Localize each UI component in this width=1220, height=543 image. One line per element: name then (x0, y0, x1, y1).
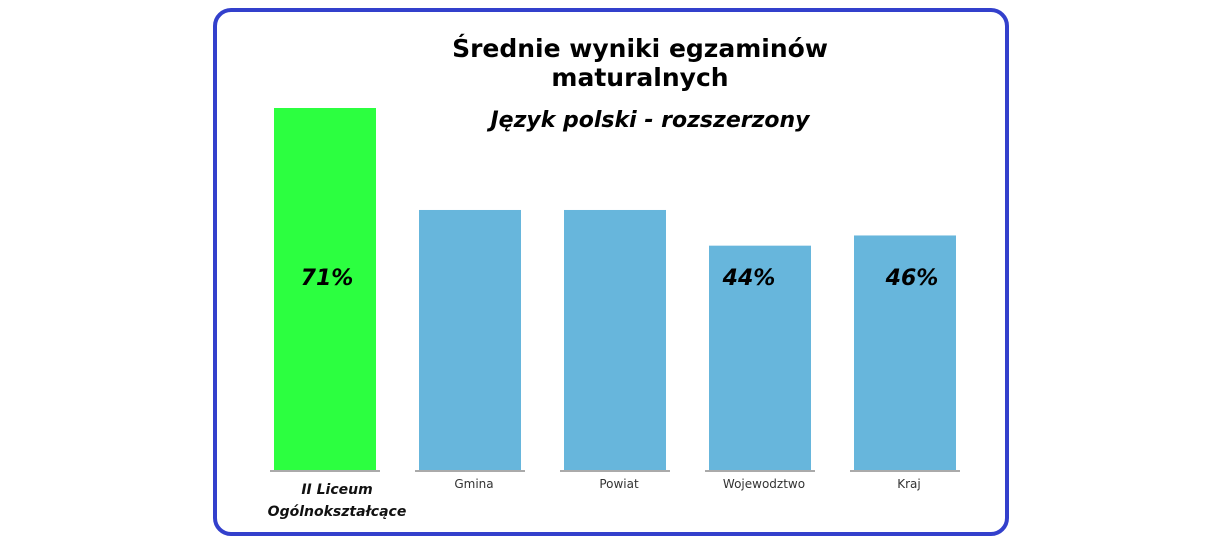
bar-5 (854, 235, 956, 470)
bar-4 (709, 245, 811, 470)
category-label: Kraj (897, 477, 921, 491)
bar-3 (564, 209, 666, 470)
bar-1 (274, 108, 376, 470)
category-label: Wojewodztwo (723, 477, 805, 491)
data-label: 46% (885, 266, 939, 291)
data-label: 44% (722, 266, 776, 291)
data-label: 71% (301, 266, 354, 291)
chart-title: Średnie wyniki egzaminów maturalnych (452, 34, 828, 92)
category-label: Gmina (454, 477, 493, 491)
category-label: Powiat (599, 477, 639, 491)
category-label: II Liceum Ogólnokształcące (268, 482, 407, 520)
chart-subtitle: Język polski - rozszerzony (490, 108, 810, 133)
bar-2 (419, 209, 521, 470)
